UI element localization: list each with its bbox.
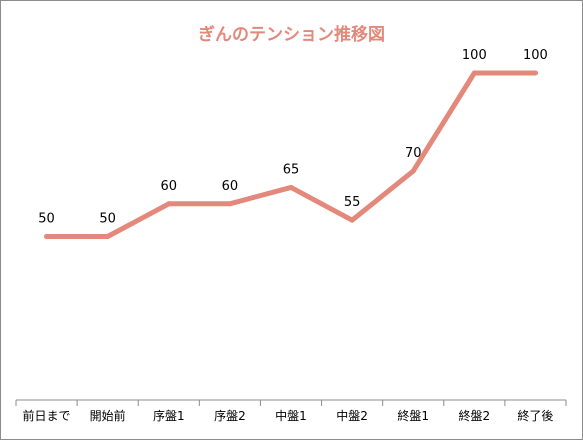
data-point [410,168,416,174]
data-point [532,70,538,76]
data-point [105,234,111,239]
data-point [166,201,172,207]
data-point [471,70,477,76]
x-tick-label: 序盤1 [153,408,185,423]
data-label: 100 [462,48,487,63]
data-label: 60 [161,179,178,194]
x-tick-label: 開始前 [90,408,126,423]
data-point [288,184,294,190]
data-label: 60 [222,179,239,194]
data-label: 65 [283,162,300,177]
x-tick-label: 終盤1 [397,408,429,423]
x-tick-label: 前日まで [23,408,71,423]
x-tick-label: 中盤2 [336,408,368,423]
data-label: 70 [405,146,422,161]
data-point [44,234,50,239]
data-label: 100 [523,48,548,63]
x-tick-label: 序盤2 [214,408,246,423]
series-line [44,70,538,239]
x-tick-label: 中盤1 [275,408,307,423]
data-label: 50 [99,212,116,227]
chart-title: ぎんのテンション推移図 [198,25,385,45]
data-point [349,217,355,223]
x-tick-label: 終了後 [517,408,553,423]
data-label: 50 [38,212,55,227]
x-tick-label: 終盤2 [459,408,491,423]
data-label: 55 [344,195,361,210]
data-point [227,201,233,207]
